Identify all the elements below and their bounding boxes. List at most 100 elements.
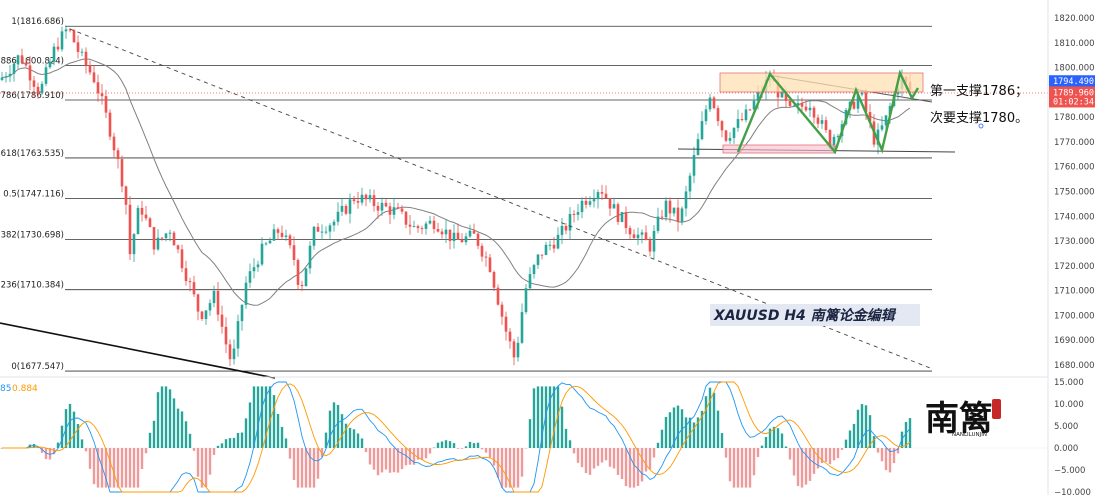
candle-body <box>620 212 624 222</box>
macd-histogram-bar <box>440 441 444 448</box>
candle-body <box>244 282 248 305</box>
candle-body <box>96 82 100 94</box>
macd-histogram-bar <box>448 441 452 448</box>
candle-body <box>440 231 444 235</box>
candle-body <box>736 119 740 128</box>
macd-histogram-bar <box>80 439 84 448</box>
candle-body <box>332 221 336 226</box>
candle-body <box>356 201 360 203</box>
candle-body <box>116 150 120 160</box>
macd-histogram-bar <box>876 448 880 453</box>
macd-tick-label: 10.000 <box>1054 400 1084 410</box>
price-tick-label: 1680.000 <box>1054 361 1095 371</box>
candle-body <box>624 212 628 229</box>
candle-body <box>40 83 44 94</box>
macd-histogram-bar <box>212 448 216 455</box>
candle-body <box>504 316 508 332</box>
macd-signal-line <box>2 381 911 493</box>
candle-body <box>272 229 276 241</box>
macd-histogram-bar <box>404 448 408 466</box>
candle-body <box>32 80 36 87</box>
brand-logo: 南篱 NANLILUNJIN <box>925 399 1001 439</box>
candle-body <box>748 109 752 111</box>
symbol-label: XAUUSD H4 南篱论金编辑 <box>713 307 897 324</box>
macd-histogram-bar <box>396 448 400 473</box>
candle-body <box>56 46 60 50</box>
candle-body <box>368 195 372 200</box>
macd-histogram-bar <box>348 427 352 448</box>
candle-body <box>120 159 124 187</box>
candle-body <box>632 234 636 239</box>
candle-body <box>344 205 348 214</box>
macd-histogram-bar <box>712 392 716 448</box>
macd-histogram-bar <box>644 448 648 472</box>
candle-body <box>496 287 500 305</box>
macd-histogram-bar <box>460 448 464 449</box>
macd-histogram-bar <box>664 416 668 448</box>
fibonacci-levels: 1(1816.686) 0.886(1800.824) 0.786(1786.910… <box>0 17 932 372</box>
macd-histogram-bar <box>200 448 204 488</box>
price-tick-label: 1710.000 <box>1054 287 1095 297</box>
macd-tick-label: −10.000 <box>1054 488 1091 495</box>
candle-body <box>792 105 796 107</box>
candle-body <box>880 125 884 130</box>
macd-histogram-bar <box>620 448 624 480</box>
candle-body <box>784 91 788 101</box>
macd-histogram-bar <box>428 448 432 454</box>
macd-histogram-bar <box>784 446 788 448</box>
candle-body <box>548 244 552 246</box>
macd-histogram-bar <box>848 430 852 448</box>
candle-body <box>476 233 480 246</box>
candle-body <box>220 314 224 327</box>
macd-histogram-bar <box>208 448 212 475</box>
price-tick-label: 1770.000 <box>1054 138 1095 148</box>
candle-body <box>84 51 88 66</box>
macd-histogram-bar <box>116 448 120 488</box>
macd-histogram-bar <box>72 411 76 448</box>
macd-histogram-bar <box>512 448 516 488</box>
candle-body <box>700 121 704 140</box>
price-tick-label: 1740.000 <box>1054 212 1095 222</box>
macd-histogram-bar <box>892 448 896 464</box>
candle-body <box>360 194 364 203</box>
candle-body <box>0 77 4 80</box>
macd-histogram-bar <box>252 386 256 448</box>
candle-body <box>828 130 832 148</box>
macd-histogram-bar <box>148 432 152 448</box>
macd-histogram-bar <box>760 445 764 448</box>
macd-panel <box>0 381 1048 493</box>
macd-histogram-bar <box>704 396 708 448</box>
candle-body <box>28 65 32 81</box>
candle-body <box>376 205 380 211</box>
macd-histogram-bar <box>316 448 320 479</box>
candle-body <box>812 107 816 118</box>
macd-histogram-bar <box>476 442 480 448</box>
macd-histogram-bar <box>856 409 860 448</box>
macd-histogram-bar <box>872 436 876 448</box>
candles <box>0 25 912 367</box>
candle-body <box>460 239 464 243</box>
candle-body <box>604 193 608 198</box>
candle-body <box>816 117 820 124</box>
macd-histogram-bar <box>860 404 864 448</box>
price-tag-bg <box>1049 75 1095 88</box>
candle-body <box>212 290 216 304</box>
macd-histogram-bar <box>324 432 328 448</box>
macd-histogram-bar <box>120 448 124 488</box>
candle-body <box>252 267 256 272</box>
macd-histogram-bar <box>256 386 260 448</box>
macd-histogram-bar <box>544 386 548 448</box>
candle-body <box>16 55 20 64</box>
macd-histogram-bar <box>864 405 868 448</box>
macd-histogram-bar <box>616 448 620 475</box>
macd-histogram-bar <box>76 424 80 448</box>
candle-body <box>608 197 612 209</box>
macd-histogram-bar <box>432 447 436 449</box>
candle-body <box>796 103 800 106</box>
candle-body <box>488 257 492 272</box>
macd-histogram-bar <box>532 388 536 448</box>
candle-body <box>24 62 28 66</box>
macd-histogram-bar <box>88 448 92 469</box>
candle-body <box>76 42 80 52</box>
